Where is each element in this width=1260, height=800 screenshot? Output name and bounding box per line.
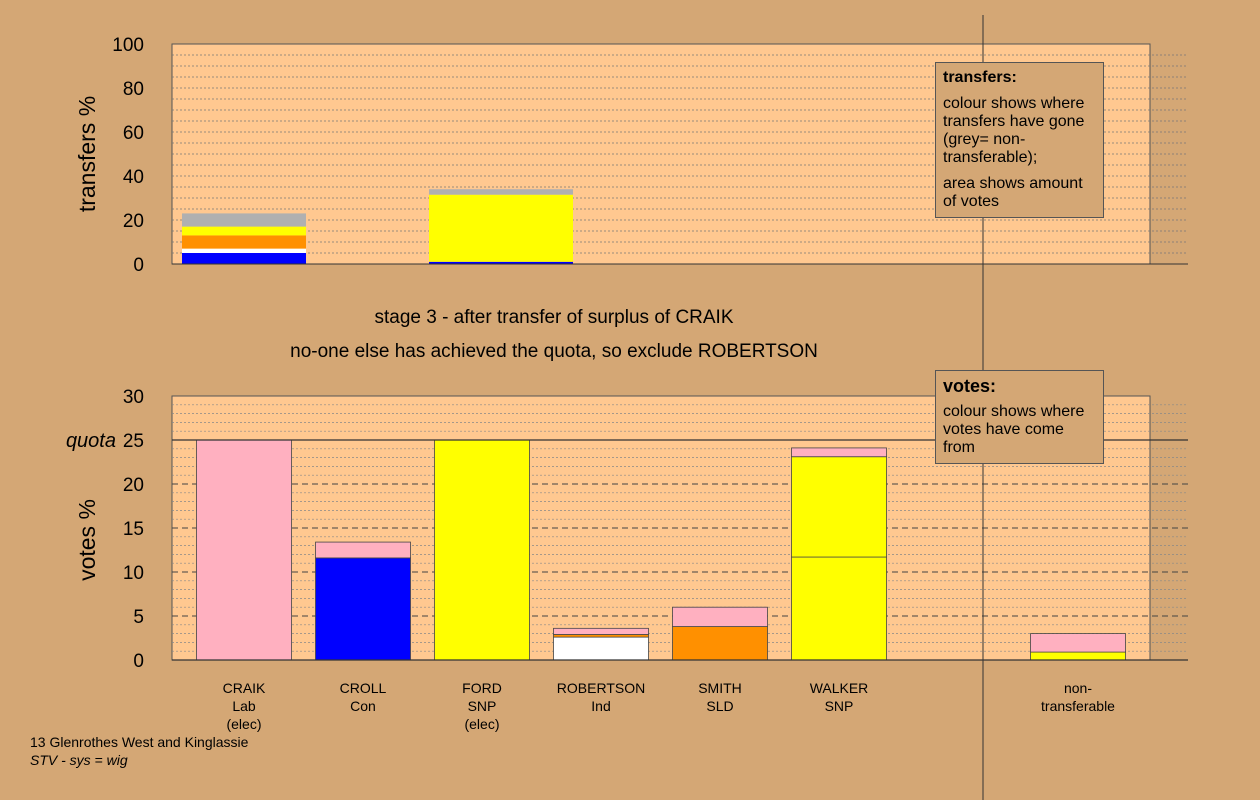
candidate-label: SNP bbox=[825, 698, 854, 714]
votes-tick-label: 0 bbox=[133, 651, 144, 672]
transfers-legend-desc1: colour shows where transfers have gone (… bbox=[943, 95, 1085, 166]
candidate-label: FORD bbox=[462, 680, 502, 696]
candidate-label: CRAIK bbox=[223, 680, 266, 696]
quota-label: quota bbox=[66, 430, 116, 452]
vote-segment-blue bbox=[315, 557, 411, 661]
vote-segment-yellow bbox=[434, 439, 530, 661]
candidate-label: (elec) bbox=[226, 716, 261, 732]
transfers-tick-label: 40 bbox=[123, 167, 144, 188]
transfer-segment-orange bbox=[182, 235, 306, 249]
votes-panel: 0 5 10 15 20 25 30 votes % quota CRAIK Lab (elec) CR… bbox=[66, 387, 1188, 732]
vote-segment-yellow bbox=[791, 456, 887, 558]
candidate-label: SNP bbox=[468, 698, 497, 714]
transfers-tick-label: 80 bbox=[123, 79, 144, 100]
vote-segment-yellow bbox=[1030, 651, 1126, 661]
transfer-segment-yellow bbox=[182, 226, 306, 236]
transfer-segment-blue bbox=[429, 261, 573, 264]
transfers-tick-label: 100 bbox=[112, 35, 144, 56]
vote-segment-pink bbox=[315, 541, 411, 559]
transfer-segment-grey bbox=[429, 189, 573, 195]
vote-segment-orange bbox=[672, 626, 768, 661]
vote-segment-white bbox=[553, 636, 649, 661]
candidate-label: Lab bbox=[232, 698, 256, 714]
votes-legend-title: votes: bbox=[943, 376, 997, 396]
transfer-segment-yellow bbox=[429, 194, 573, 262]
transfers-legend: transfers: colour shows where transfers … bbox=[935, 62, 1104, 218]
votes-legend-desc1: colour shows where votes have come from bbox=[943, 403, 1085, 456]
transfers-legend-title: transfers: bbox=[943, 69, 1017, 86]
transfer-segment-grey bbox=[182, 213, 306, 227]
vote-segment-yellow bbox=[791, 556, 887, 661]
candidate-label: Ind bbox=[591, 698, 610, 714]
footer-system: STV - sys = wig bbox=[30, 752, 128, 768]
candidate-label: ROBERTSON bbox=[557, 680, 645, 696]
transfers-tick-label: 60 bbox=[123, 123, 144, 144]
votes-tick-label: 30 bbox=[123, 387, 144, 408]
candidate-label: SMITH bbox=[698, 680, 742, 696]
votes-legend: votes: colour shows where votes have com… bbox=[935, 370, 1104, 464]
votes-tick-label: 20 bbox=[123, 475, 144, 496]
vote-segment-pink bbox=[196, 439, 292, 661]
vote-segment-pink bbox=[553, 627, 649, 635]
candidate-label: (elec) bbox=[464, 716, 499, 732]
vote-segment-pink bbox=[672, 606, 768, 627]
votes-tick-label: 5 bbox=[133, 607, 144, 628]
candidate-label: SLD bbox=[706, 698, 733, 714]
transfers-axis-label: transfers % bbox=[74, 96, 100, 212]
candidate-label: WALKER bbox=[810, 680, 869, 696]
transfers-tick-label: 0 bbox=[133, 255, 144, 276]
candidate-label: transferable bbox=[1041, 698, 1115, 714]
transfer-segment-blue bbox=[182, 253, 306, 264]
footer: 13 Glenrothes West and Kinglassie STV - … bbox=[30, 733, 248, 769]
transfer-segment-white bbox=[182, 248, 306, 253]
candidate-label: Con bbox=[350, 698, 376, 714]
votes-tick-label: 15 bbox=[123, 519, 144, 540]
stage-line-1: stage 3 - after transfer of surplus of C… bbox=[374, 307, 733, 328]
votes-axis-label: votes % bbox=[74, 499, 100, 581]
vote-segment-pink bbox=[1030, 633, 1126, 653]
transfers-legend-desc2: area shows amount of votes bbox=[943, 175, 1083, 210]
vote-segment-pink bbox=[791, 447, 887, 458]
transfers-tick-label: 20 bbox=[123, 211, 144, 232]
candidate-label: CROLL bbox=[340, 680, 387, 696]
candidate-label: non- bbox=[1064, 680, 1092, 696]
votes-tick-label: 10 bbox=[123, 563, 144, 584]
stage-line-2: no-one else has achieved the quota, so e… bbox=[290, 341, 818, 362]
footer-district: 13 Glenrothes West and Kinglassie bbox=[30, 734, 249, 750]
votes-tick-label: 25 bbox=[123, 431, 144, 452]
